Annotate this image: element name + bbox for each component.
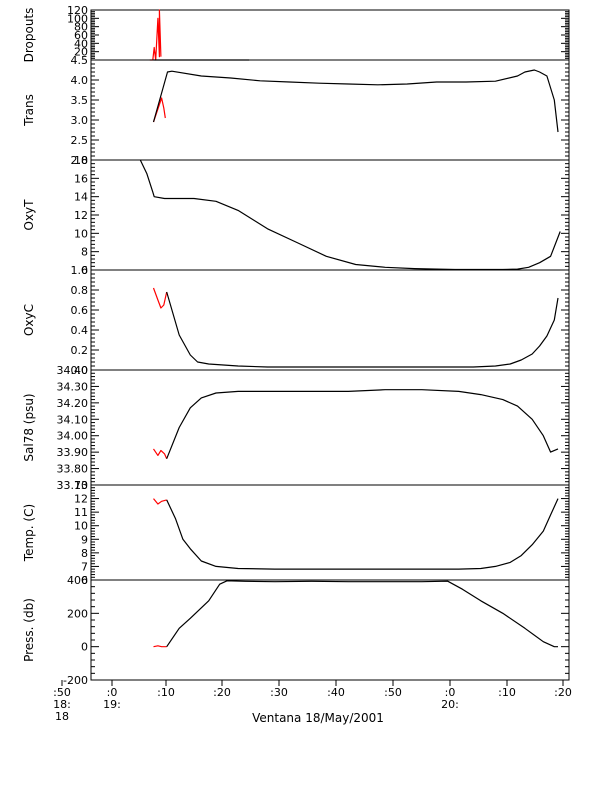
y-tick-label: 4.0 — [71, 74, 89, 87]
data-series-line — [139, 159, 561, 271]
y-axis-title: Sal78 (psu) — [22, 393, 36, 461]
plot-frame — [90, 369, 570, 486]
y-tick-label: 0.8 — [71, 284, 89, 297]
chart-panel: 2.0 2.5 3.0 3.5 4.0 4.5 Trans — [22, 54, 570, 167]
y-tick-label: 11 — [74, 506, 88, 519]
plot-frame — [90, 59, 570, 161]
y-tick-label: 20 — [74, 46, 88, 59]
y-axis-title: OxyC — [22, 304, 36, 336]
data-series-line — [152, 287, 168, 309]
plot-frame — [90, 579, 570, 681]
x-tick-label: :50 — [53, 686, 71, 699]
y-tick-label: 2.0 — [71, 154, 89, 167]
data-series-line — [166, 580, 558, 648]
y-tick-label: 16 — [74, 172, 88, 185]
data-series-line — [152, 97, 166, 123]
y-tick-label: 120 — [67, 4, 88, 17]
y-tick-label: 10 — [74, 227, 88, 240]
data-series-line — [166, 291, 559, 368]
y-tick-label: 0.6 — [71, 304, 89, 317]
y-tick-label: 12 — [74, 493, 88, 506]
x-tick-label: :10 — [498, 686, 516, 699]
y-tick-label: 33.90 — [57, 446, 89, 459]
y-tick-label: 7 — [81, 560, 88, 573]
data-series-line — [166, 389, 559, 459]
data-series-line — [149, 9, 162, 61]
data-series-line — [166, 498, 559, 570]
data-series-line — [153, 498, 167, 505]
chart-panels: 20406080100120Dropouts2.02.53.03.54.04.5… — [22, 4, 570, 687]
y-tick-label: 80 — [74, 21, 88, 34]
chart-panel: -200 0 200 400 Press. (db) — [22, 574, 570, 687]
chart-panel: 6 8 10 12 14 16 18 OxyT — [22, 154, 570, 277]
plot-frame — [90, 159, 570, 271]
y-axis-title: Dropouts — [22, 8, 36, 63]
y-tick-label: 400 — [67, 574, 88, 587]
y-tick-label: 10 — [74, 520, 88, 533]
y-tick-label: 0.2 — [71, 344, 89, 357]
x-tick-label: :50 — [384, 686, 402, 699]
y-tick-label: 200 — [67, 607, 88, 620]
y-axis-title: Press. (db) — [22, 598, 36, 662]
y-axis-title: Trans — [22, 94, 36, 127]
y-axis-title: OxyT — [22, 199, 36, 231]
x-tick-label: :0 — [107, 686, 118, 699]
y-tick-label: 9 — [81, 533, 88, 546]
y-axis-title: Temp. (C) — [22, 504, 36, 562]
y-tick-label: 1.0 — [71, 264, 89, 277]
y-tick-label: 33.80 — [57, 463, 89, 476]
y-tick-label: 100 — [67, 12, 88, 25]
x-date-label: 18 — [55, 710, 69, 723]
y-tick-label: 2.5 — [71, 134, 89, 147]
data-series-line — [153, 448, 168, 459]
data-series-line — [153, 645, 167, 648]
x-tick-label: :30 — [270, 686, 288, 699]
plot-frame — [90, 269, 570, 371]
y-tick-label: 6 — [81, 574, 88, 587]
chart-panel: 33.70 33.80 33.90 34.00 34.10 34.20 34.30 34.40… — [22, 364, 570, 492]
y-tick-label: 60 — [74, 29, 88, 42]
y-tick-label: 40 — [74, 37, 88, 50]
x-tick-label: :20 — [213, 686, 231, 699]
y-tick-label: 33.70 — [57, 479, 89, 492]
y-tick-label: 34.00 — [57, 430, 89, 443]
y-tick-label: 34.30 — [57, 380, 89, 393]
y-tick-label: 14 — [74, 191, 88, 204]
chart-panel: 0.0 0.2 0.4 0.6 0.8 1.0 OxyC — [22, 264, 570, 377]
y-tick-label: 34.40 — [57, 364, 89, 377]
x-tick-label: :0 — [445, 686, 456, 699]
y-tick-label: 0.4 — [71, 324, 89, 337]
y-tick-label: 34.20 — [57, 397, 89, 410]
x-date-label: 19: — [103, 698, 121, 711]
y-tick-label: -200 — [63, 674, 88, 687]
plot-frame — [90, 9, 570, 61]
x-tick-label: :20 — [554, 686, 572, 699]
y-tick-label: 0 — [81, 641, 88, 654]
x-axis: :50 :0 :10 :20 :30 :40 :50 :0 :10 :20 18:18 19: 20: — [53, 680, 572, 723]
y-tick-label: 12 — [74, 209, 88, 222]
x-axis-caption: Ventana 18/May/2001 — [252, 711, 384, 725]
y-tick-label: 0.0 — [71, 364, 89, 377]
x-tick-label: :40 — [327, 686, 345, 699]
x-date-label: 20: — [441, 698, 459, 711]
y-tick-label: 34.10 — [57, 413, 89, 426]
data-series-line — [152, 69, 559, 133]
y-tick-label: 18 — [74, 154, 88, 167]
y-tick-label: 3.5 — [71, 94, 89, 107]
x-date-label: 18: — [53, 698, 71, 711]
y-tick-label: 8 — [81, 246, 88, 259]
x-tick-label: :10 — [157, 686, 175, 699]
y-tick-label: 8 — [81, 547, 88, 560]
y-tick-label: 4.5 — [71, 54, 89, 67]
y-tick-label: 6 — [81, 264, 88, 277]
y-tick-label: 13 — [74, 479, 88, 492]
y-tick-label: 3.0 — [71, 114, 89, 127]
